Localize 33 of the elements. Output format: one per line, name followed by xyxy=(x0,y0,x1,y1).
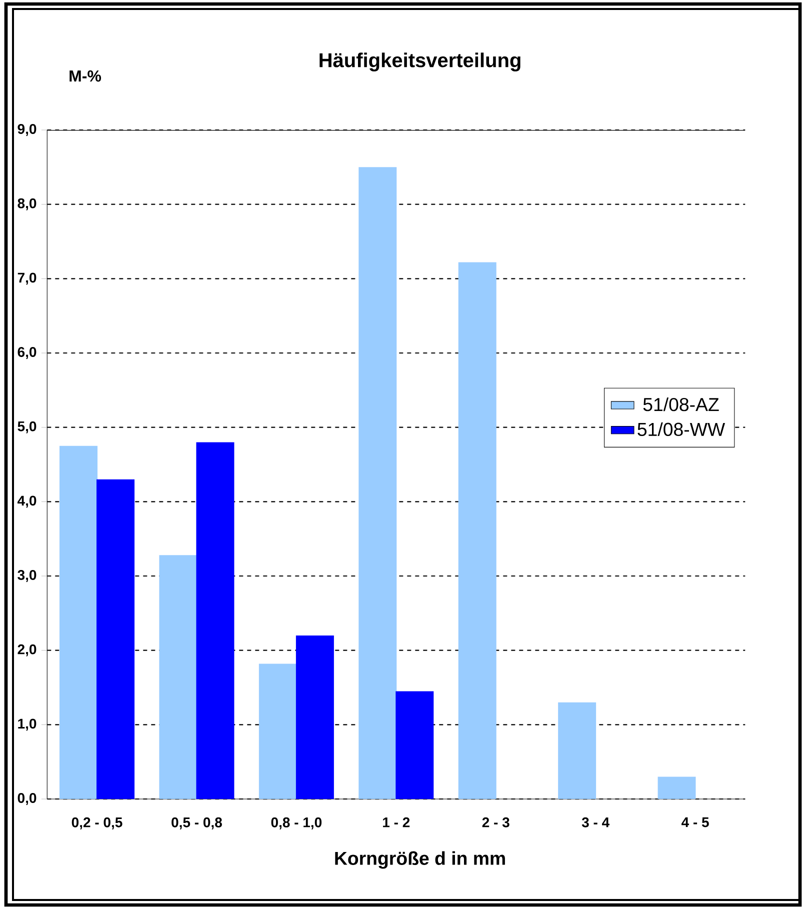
y-axis-title: M-% xyxy=(70,70,102,82)
y-tick-label: 2,0 xyxy=(18,644,36,656)
x-tick-label: 4 - 5 xyxy=(681,817,709,828)
y-tick-label: 5,0 xyxy=(18,421,36,434)
bar xyxy=(196,442,234,799)
x-tick-label: 3 - 4 xyxy=(582,817,610,828)
x-tick-label: 1 - 2 xyxy=(383,817,410,828)
chart-title: Häufigkeitsverteilung xyxy=(320,52,520,72)
legend-label: 51/08-AZ xyxy=(643,397,719,412)
bar xyxy=(258,664,297,799)
x-tick-label: 0,8 - 1,0 xyxy=(271,817,322,830)
bar xyxy=(358,167,397,799)
y-tick-label: 0,0 xyxy=(18,793,36,805)
x-tick-label: 0,2 - 0,5 xyxy=(72,817,122,830)
bar xyxy=(159,555,198,799)
y-tick-label: 8,0 xyxy=(18,198,36,210)
bar xyxy=(558,702,596,799)
bar xyxy=(658,776,696,799)
bar xyxy=(296,635,334,799)
x-tick-label: 2 - 3 xyxy=(482,817,510,828)
y-tick-label: 1,0 xyxy=(18,718,36,731)
y-tick-label: 4,0 xyxy=(17,496,36,508)
bar xyxy=(458,262,496,799)
y-tick-label: 6,0 xyxy=(18,347,36,359)
bar xyxy=(96,479,135,799)
legend-label: 51/08-WW xyxy=(638,422,726,436)
y-tick-label: 7,0 xyxy=(18,272,36,285)
x-tick-label: 0,5 - 0,8 xyxy=(172,817,222,830)
bar xyxy=(59,446,98,799)
x-axis-title: Korngröße d in mm xyxy=(335,851,505,869)
y-tick-label: 3,0 xyxy=(18,570,36,582)
y-tick-label: 9,0 xyxy=(18,124,36,136)
bar xyxy=(396,691,434,799)
